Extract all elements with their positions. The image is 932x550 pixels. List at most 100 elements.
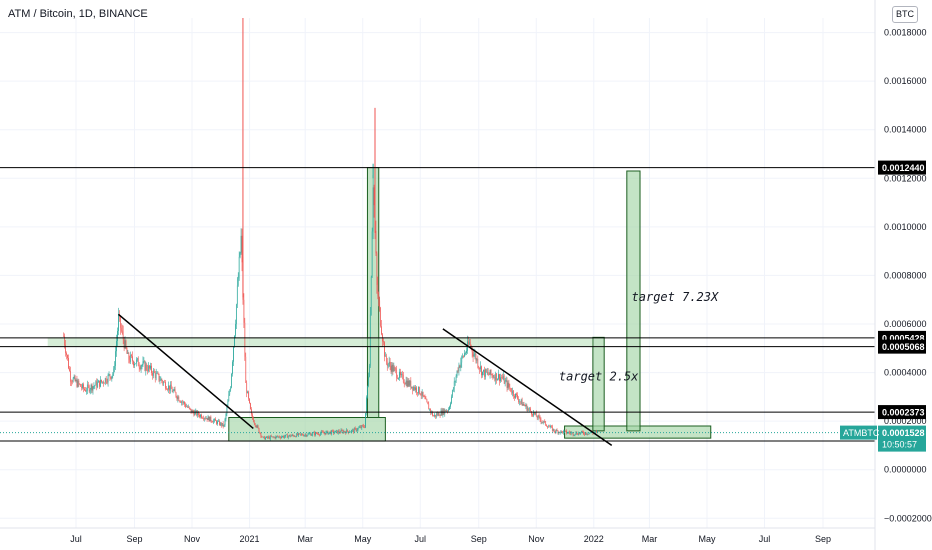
- candle-body: [159, 380, 161, 382]
- trendline-layer[interactable]: [117, 313, 613, 447]
- price-tick-label: −0.0002000: [884, 513, 932, 523]
- zone-box[interactable]: [626, 170, 641, 432]
- candle-body: [106, 382, 108, 383]
- candle-body: [537, 415, 539, 419]
- candle-body: [412, 386, 414, 391]
- candle-body: [367, 385, 368, 398]
- candle-body: [202, 417, 203, 419]
- candle-body: [597, 431, 598, 433]
- candle-body: [589, 432, 591, 434]
- candle-body: [291, 434, 293, 436]
- candle-body: [507, 382, 509, 388]
- candle-body: [181, 401, 182, 403]
- candle-body: [165, 382, 166, 389]
- candle-body: [452, 388, 454, 391]
- candle-body: [526, 404, 528, 411]
- candle-body: [297, 433, 298, 436]
- time-tick-label: Sep: [126, 534, 142, 544]
- candle-body: [132, 356, 133, 362]
- candle-body: [420, 394, 422, 396]
- candle-body: [560, 430, 562, 433]
- candle-body: [84, 388, 85, 390]
- time-tick-label: Mar: [297, 534, 313, 544]
- candle-body: [314, 432, 315, 436]
- candle-body: [357, 428, 359, 430]
- candle-body: [185, 404, 186, 407]
- candle-body: [108, 374, 110, 375]
- candle-body: [415, 387, 416, 390]
- candle-body: [364, 426, 365, 428]
- candle-body: [421, 391, 423, 396]
- candle-body: [466, 350, 467, 353]
- candle-body: [329, 431, 331, 433]
- candle-body: [432, 411, 433, 416]
- candle-body: [271, 436, 273, 438]
- currency-badge[interactable]: BTC: [892, 6, 918, 23]
- trendline[interactable]: [442, 328, 613, 447]
- candle-body: [157, 373, 159, 374]
- candle-body: [145, 364, 147, 371]
- candle-body: [378, 296, 380, 301]
- candle-body: [211, 420, 213, 422]
- candle-body: [174, 389, 176, 393]
- candle-body: [368, 376, 369, 386]
- annotation-layer[interactable]: target 2.5x target 7.23X: [559, 290, 719, 383]
- candle-body: [404, 383, 406, 385]
- candle-body: [575, 432, 577, 435]
- annotation-text[interactable]: target 2.5x: [559, 369, 639, 383]
- candle-body: [481, 366, 482, 376]
- zone-box[interactable]: [592, 336, 605, 432]
- candle-body: [256, 425, 258, 428]
- candle-body: [376, 253, 378, 285]
- candle-body: [69, 368, 70, 371]
- level-price-tag-text: 0.0005428: [882, 333, 925, 343]
- candle-body: [270, 436, 272, 437]
- candle-body: [186, 406, 187, 408]
- candle-body: [109, 374, 111, 377]
- candle-body: [139, 367, 141, 369]
- candle-body: [450, 403, 451, 407]
- time-tick-label: Jul: [415, 534, 427, 544]
- candle-body: [353, 428, 355, 433]
- candle-body: [230, 387, 232, 391]
- candle-body: [110, 376, 112, 379]
- candle-body: [392, 364, 394, 372]
- candle-body: [458, 365, 460, 372]
- candle-body: [424, 396, 426, 399]
- candle-body: [225, 413, 227, 420]
- candle-body: [447, 410, 448, 412]
- time-axis[interactable]: Jul Sep Nov 2021 Mar May Jul Sep Nov 2022 Mar May Ju…: [0, 527, 875, 544]
- candle-body: [296, 433, 298, 437]
- candle-body: [451, 390, 453, 397]
- candle-body: [81, 386, 83, 388]
- candle-body: [269, 436, 270, 439]
- candle-body: [460, 362, 462, 368]
- annotation-text[interactable]: target 7.23X: [632, 290, 719, 304]
- level-layer[interactable]: [0, 167, 875, 442]
- candle-body: [183, 401, 184, 403]
- candle-body: [213, 420, 215, 423]
- candle-body: [309, 433, 311, 435]
- candle-body: [440, 410, 442, 416]
- candle-body: [433, 415, 434, 417]
- candle-body: [255, 425, 257, 428]
- candle-body: [142, 361, 144, 366]
- candle-body: [305, 434, 307, 437]
- candle-body: [295, 436, 297, 437]
- candle-body: [129, 359, 131, 362]
- zone-box[interactable]: [47, 337, 593, 347]
- candle-body: [307, 433, 309, 436]
- candle-body: [387, 363, 389, 366]
- price-axis[interactable]: 0.00180000.00160000.00140000.00120000.00…: [874, 0, 932, 550]
- candle-body: [584, 432, 586, 435]
- candle-body: [152, 370, 154, 376]
- trendline[interactable]: [117, 313, 254, 430]
- candle-body: [477, 358, 479, 367]
- candle-body: [188, 406, 190, 408]
- candle-body: [383, 341, 384, 343]
- candle-body: [402, 374, 404, 383]
- candle-body: [152, 372, 153, 376]
- zone-layer[interactable]: [47, 167, 712, 442]
- candle-body: [287, 436, 289, 438]
